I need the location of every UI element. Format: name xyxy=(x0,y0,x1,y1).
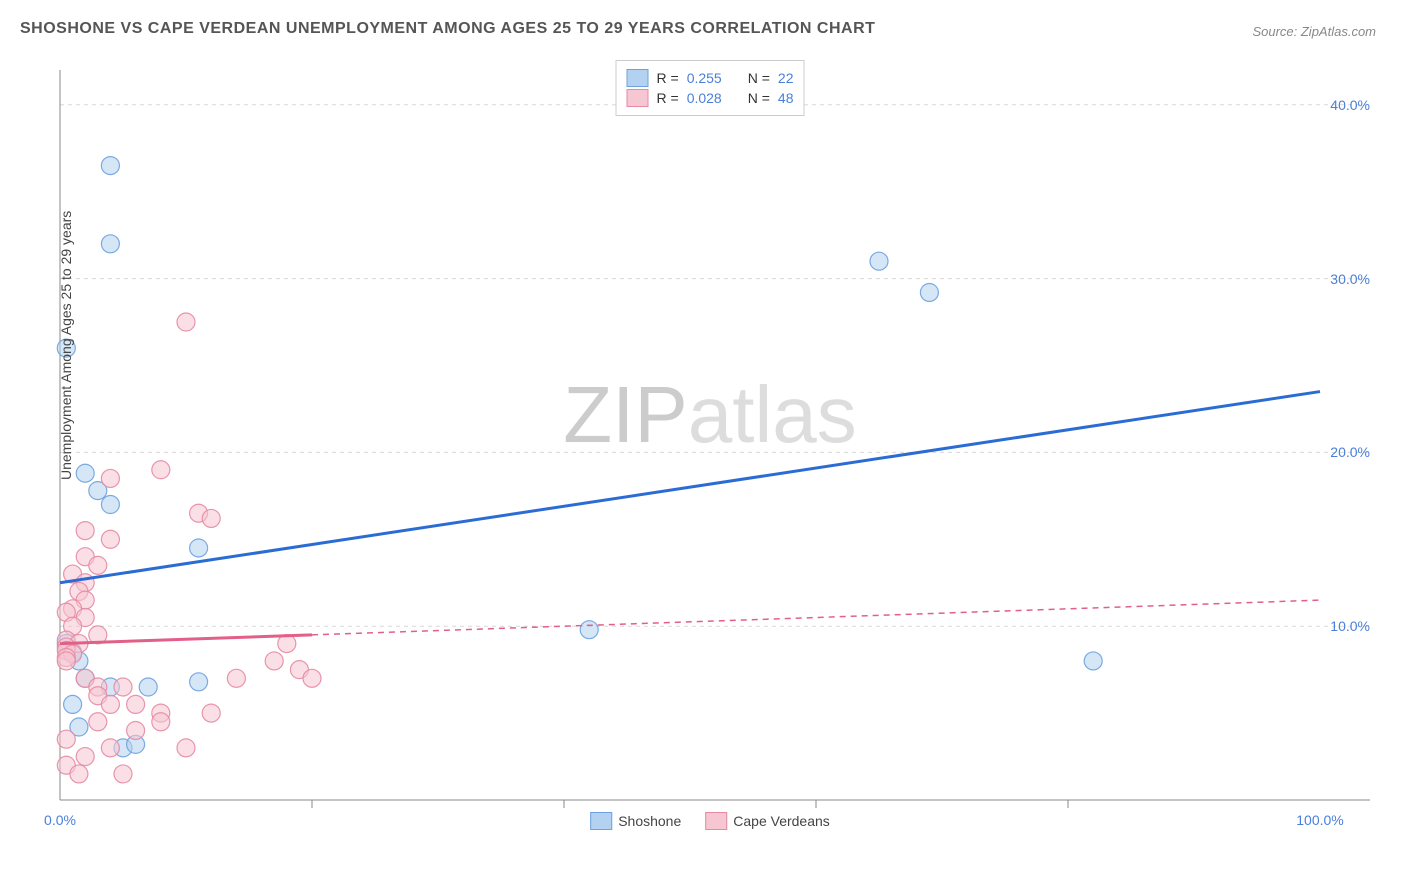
legend-r-value: 0.028 xyxy=(687,90,722,106)
x-tick-label: 0.0% xyxy=(44,812,76,828)
y-axis-label: Unemployment Among Ages 25 to 29 years xyxy=(58,211,74,480)
series-legend: Shoshone Cape Verdeans xyxy=(590,812,830,830)
legend-swatch xyxy=(705,812,727,830)
legend-swatch xyxy=(627,89,649,107)
y-tick-label: 20.0% xyxy=(1330,444,1370,460)
legend-n-label: N = xyxy=(748,90,770,106)
x-tick-label: 100.0% xyxy=(1296,812,1343,828)
legend-r-value: 0.255 xyxy=(687,70,722,86)
legend-series-label: Cape Verdeans xyxy=(733,813,830,829)
source-attribution: Source: ZipAtlas.com xyxy=(1252,24,1376,39)
chart-area: ZIPatlas R =0.255N =22R =0.028N =48 Shos… xyxy=(50,60,1370,800)
scatter-chart-svg xyxy=(50,60,1370,840)
legend-correlation-row: R = 0.255 N = 22 xyxy=(627,69,794,87)
legend-series-item: Shoshone xyxy=(590,812,681,830)
legend-n-value: 48 xyxy=(778,90,794,106)
legend-r-label: R = xyxy=(657,90,679,106)
legend-series-item: Cape Verdeans xyxy=(705,812,830,830)
legend-n-value: 22 xyxy=(778,70,794,86)
legend-swatch xyxy=(590,812,612,830)
y-tick-label: 30.0% xyxy=(1330,271,1370,287)
y-tick-label: 40.0% xyxy=(1330,97,1370,113)
legend-n-label: N = xyxy=(748,70,770,86)
legend-series-label: Shoshone xyxy=(618,813,681,829)
legend-correlation-row: R = 0.028 N = 48 xyxy=(627,89,794,107)
correlation-legend: R = 0.255 N = 22 R = 0.028 N = 48 xyxy=(616,60,805,116)
chart-title: SHOSHONE VS CAPE VERDEAN UNEMPLOYMENT AM… xyxy=(20,20,875,38)
y-tick-label: 10.0% xyxy=(1330,618,1370,634)
legend-r-label: R = xyxy=(657,70,679,86)
legend-swatch xyxy=(627,69,649,87)
